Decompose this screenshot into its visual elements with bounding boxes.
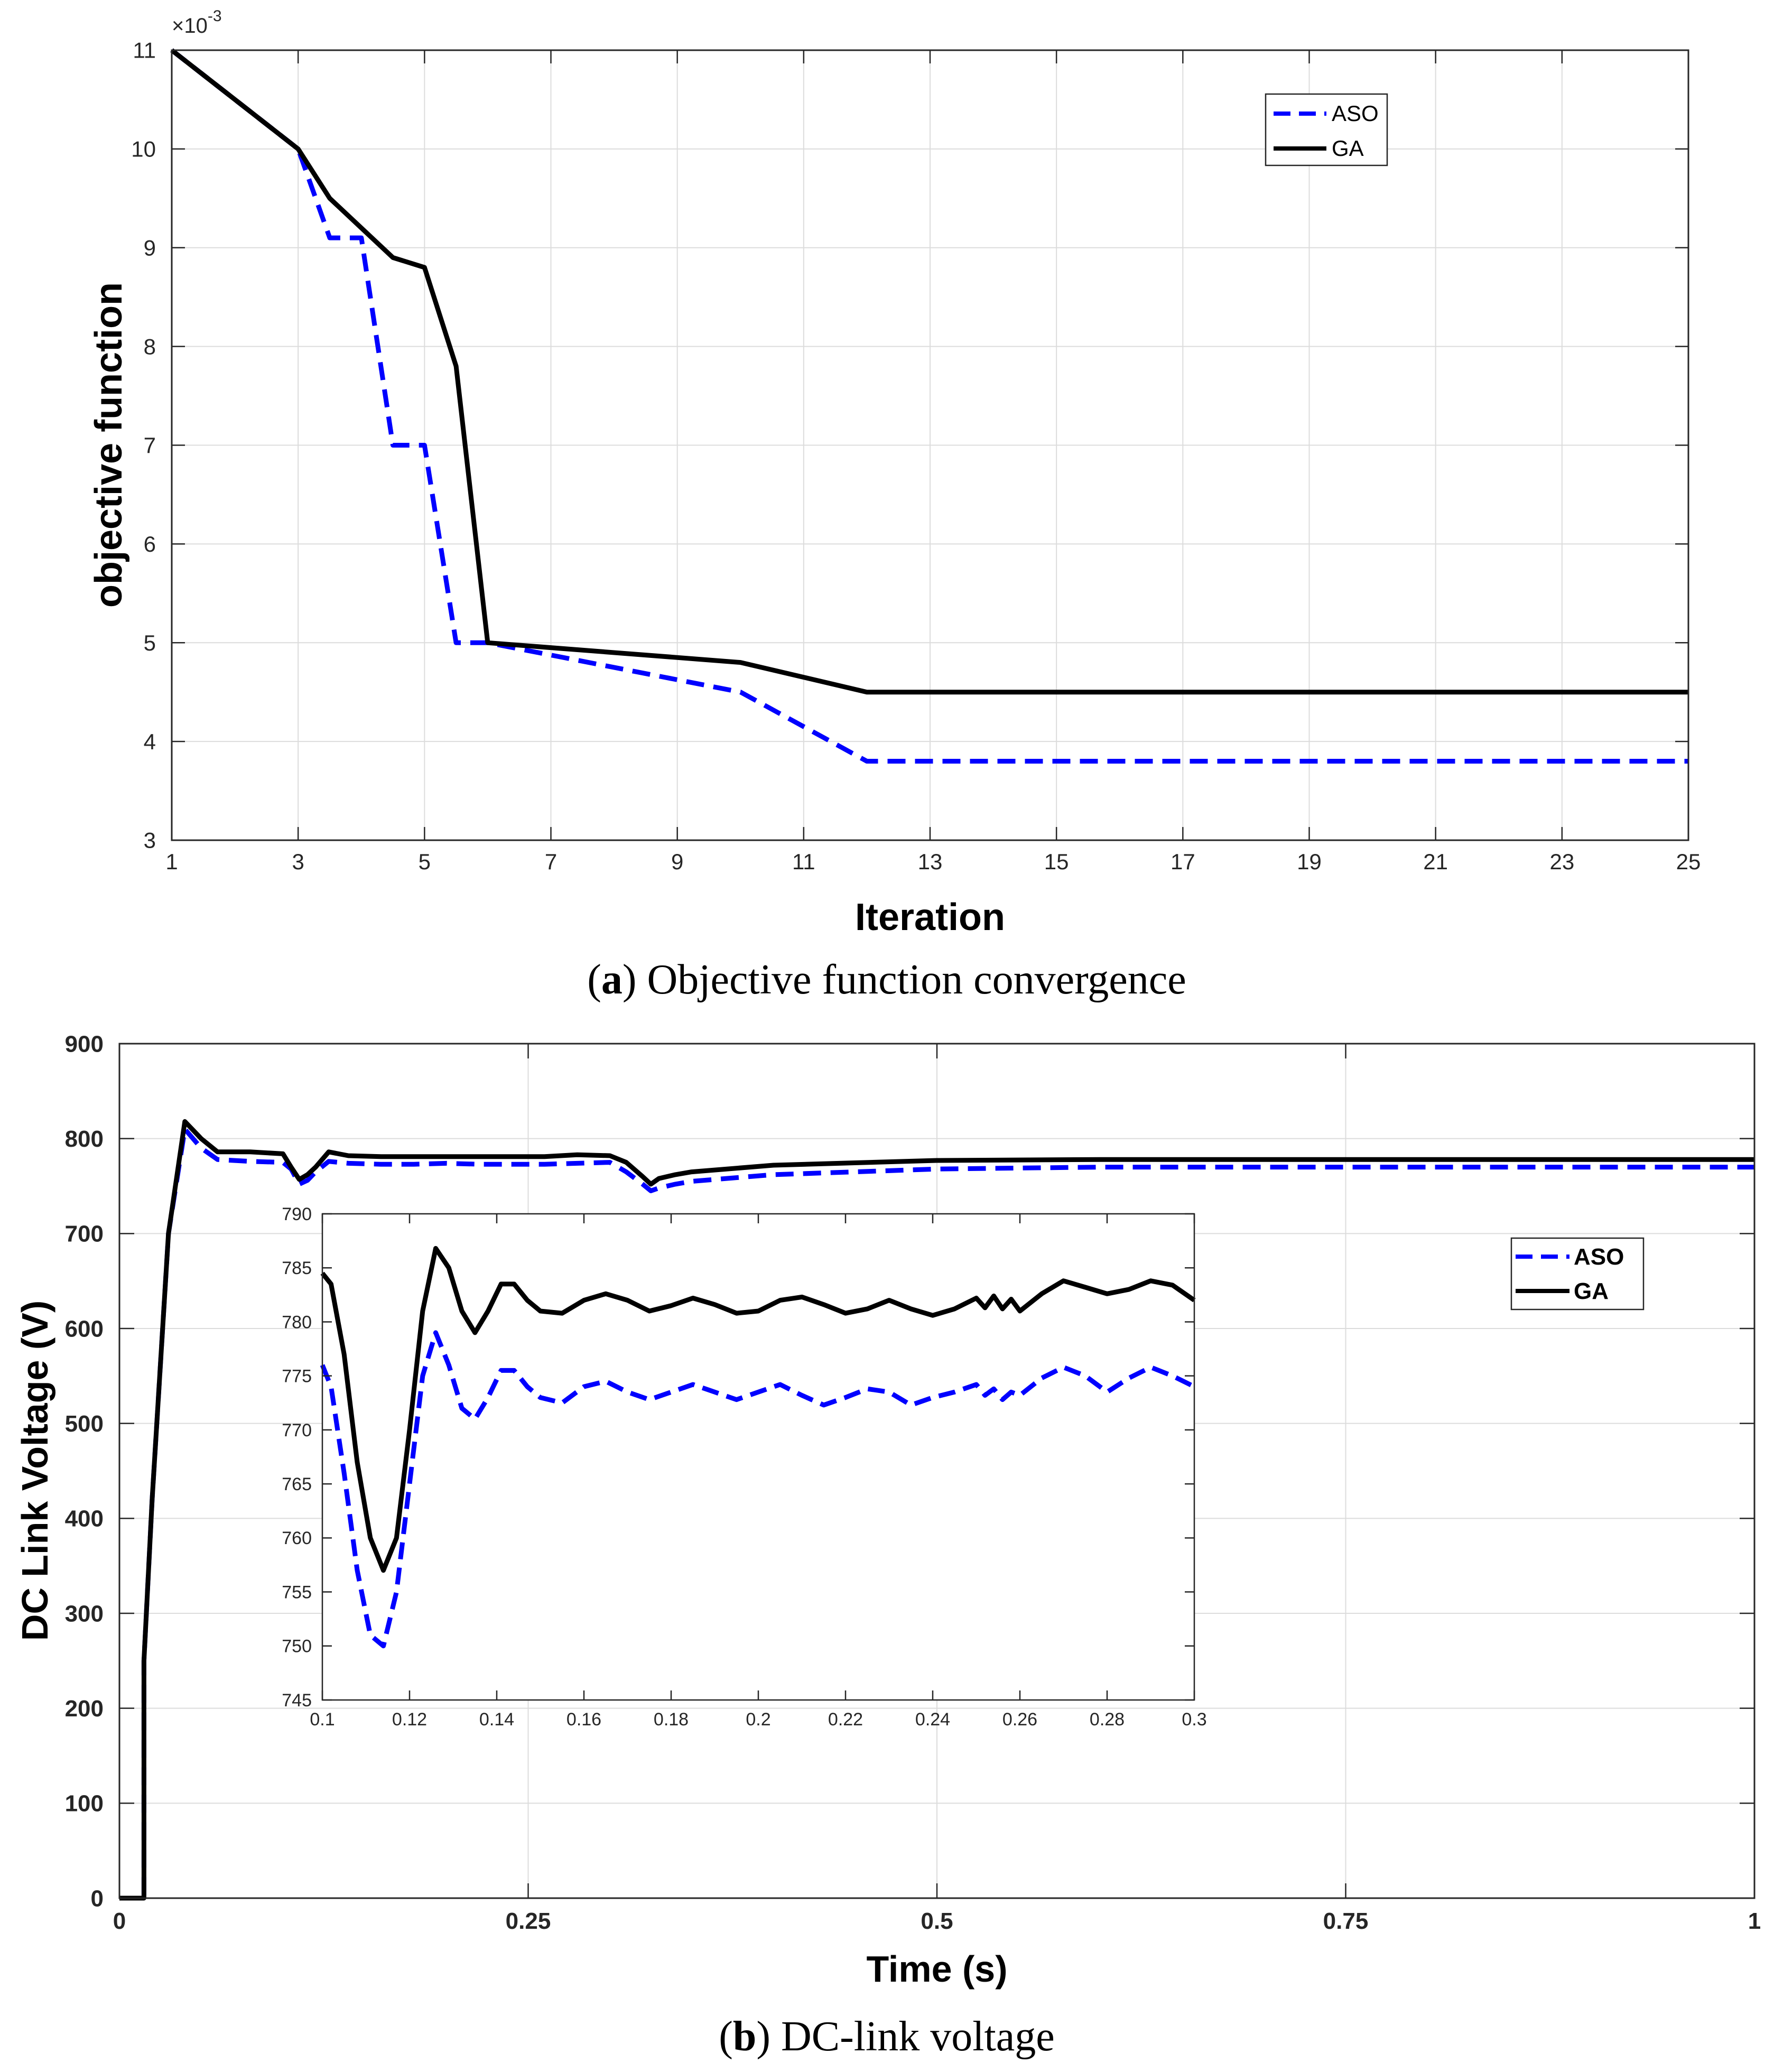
y-tick-label: 745: [282, 1690, 312, 1711]
y-tick-label: 6: [144, 532, 156, 556]
x-tick-label: 19: [1297, 849, 1322, 874]
caption-b: (b) DC-link voltage: [719, 2013, 1054, 2060]
y-tick-label: 300: [65, 1601, 104, 1627]
legend-a: ASO GA: [1265, 93, 1388, 166]
x-ticks-b: 0 0.25 0.5 0.75 1: [113, 1044, 1761, 1934]
y-tick-label: 10: [131, 137, 156, 162]
x-tick-label: 7: [545, 849, 557, 874]
x-tick-label: 0.3: [1182, 1709, 1206, 1730]
y-tick-label: 775: [282, 1367, 312, 1387]
x-tick-label: 23: [1549, 849, 1574, 874]
x-tick-label: 9: [671, 849, 683, 874]
y-tick-label: 800: [65, 1126, 104, 1152]
legend-ga-label-b: GA: [1574, 1278, 1609, 1304]
x-tick-label: 5: [419, 849, 431, 874]
y-tick-label: 5: [144, 630, 156, 655]
legend-aso-label-a: ASO: [1332, 101, 1379, 126]
x-tick-label: 1: [1748, 1908, 1761, 1934]
x-tick-label: 0.25: [506, 1908, 551, 1934]
legend-ga-label-a: GA: [1332, 136, 1364, 161]
y-tick-label: 4: [144, 729, 156, 754]
y-tick-label: 100: [65, 1791, 104, 1817]
y-tick-label: 500: [65, 1411, 104, 1437]
y-tick-label: 755: [282, 1582, 312, 1602]
y-tick-label: 760: [282, 1528, 312, 1548]
x-tick-label: 0.26: [1002, 1709, 1037, 1730]
y-tick-label: 780: [282, 1312, 312, 1332]
inset-y-ticks: 745 750 755 760 765 770 775 780 785 790: [282, 1204, 1194, 1711]
x-tick-label: 0.18: [654, 1709, 689, 1730]
legend-aso-label-b: ASO: [1574, 1244, 1624, 1270]
legend-box-a: [1265, 93, 1388, 166]
x-tick-label: 0.22: [828, 1709, 863, 1730]
x-tick-label: 15: [1044, 849, 1069, 874]
x-tick-label: 0.16: [566, 1709, 601, 1730]
y-tick-label: 11: [133, 38, 156, 63]
x-tick-label: 0.12: [392, 1709, 427, 1730]
x-tick-label: 13: [918, 849, 943, 874]
chart-b: 0 0.25 0.5 0.75 1 0 100 200 300 400 500 600 700 800 9…: [14, 1031, 1761, 2060]
x-tick-label: 0: [113, 1908, 126, 1934]
series-line-ga: [170, 48, 1688, 695]
legend-box-b: [1510, 1237, 1645, 1311]
series-line-aso: [119, 1127, 1754, 1901]
x-tick-label: 0.75: [1323, 1908, 1369, 1934]
x-tick-label: 0.28: [1090, 1709, 1125, 1730]
caption-a: (a) Objective function convergence: [587, 956, 1186, 1003]
series-a: [170, 48, 1688, 764]
y-tick-label: 3: [144, 828, 156, 853]
x-tick-label: 0.2: [746, 1709, 770, 1730]
y-tick-label: 200: [65, 1696, 104, 1722]
x-tick-label: 0.14: [479, 1709, 514, 1730]
x-tick-label: 0.1: [310, 1709, 335, 1730]
x-tick-label: 17: [1171, 849, 1195, 874]
caption-letter-b: b: [733, 2013, 757, 2060]
caption-text-a: ) Objective function convergence: [623, 956, 1186, 1003]
caption-text-b: ) DC-link voltage: [756, 2013, 1054, 2060]
y-tick-label: 400: [65, 1506, 104, 1532]
y-tick-label: 0: [91, 1885, 104, 1911]
x-tick-label: 0.5: [921, 1908, 953, 1934]
y-axis-label-a: objective function: [88, 282, 130, 608]
series-b: [119, 1119, 1754, 1901]
y-tick-label: 770: [282, 1420, 312, 1441]
y-tick-label: 700: [65, 1221, 104, 1247]
x-axis-label-b: Time (s): [866, 1948, 1007, 1990]
y-tick-label: 790: [282, 1204, 312, 1224]
y-ticks-a: 3 4 5 6 7 8 9 10 11: [131, 38, 1688, 853]
exponent-label-a: ×10-3: [172, 7, 222, 38]
y-tick-label: 765: [282, 1474, 312, 1494]
y-tick-label: 600: [65, 1316, 104, 1342]
inset-plot-area: [322, 1214, 1194, 1700]
series-line-ga: [320, 1246, 1196, 1573]
x-tick-label: 0.24: [915, 1709, 950, 1730]
x-tick-label: 3: [292, 849, 304, 874]
y-tick-label: 750: [282, 1637, 312, 1657]
y-tick-label: 900: [65, 1031, 104, 1057]
x-tick-label: 25: [1676, 849, 1701, 874]
series-line-ga: [119, 1119, 1754, 1901]
x-ticks-a: 1 3 5 7 9 11 13 15 17 19 21 23 25: [165, 50, 1701, 874]
y-axis-label-b: DC Link Voltage (V): [14, 1300, 55, 1641]
y-ticks-b: 0 100 200 300 400 500 600 700 800 900: [65, 1031, 1754, 1911]
y-tick-label: 785: [282, 1258, 312, 1278]
y-tick-label: 7: [144, 433, 156, 458]
grid-a: [172, 50, 1688, 840]
inset-x-ticks: 0.1 0.12 0.14 0.16 0.18 0.2 0.22 0.24 0.26 0.28 0.…: [310, 1214, 1207, 1730]
x-tick-label: 11: [792, 849, 815, 874]
series-line-aso: [170, 48, 1688, 764]
caption-letter-a: a: [601, 956, 623, 1003]
legend-b: ASO GA: [1510, 1237, 1645, 1311]
x-axis-label-a: Iteration: [855, 896, 1005, 939]
x-tick-label: 21: [1423, 849, 1448, 874]
x-tick-label: 1: [165, 849, 178, 874]
y-tick-label: 9: [144, 235, 156, 260]
y-tick-label: 8: [144, 334, 156, 359]
inset-chart: 0.1 0.12 0.14 0.16 0.18 0.2 0.22 0.24 0.26 0.28 0.…: [282, 1204, 1206, 1730]
inset-series: [320, 1246, 1196, 1649]
series-line-aso: [320, 1330, 1195, 1649]
